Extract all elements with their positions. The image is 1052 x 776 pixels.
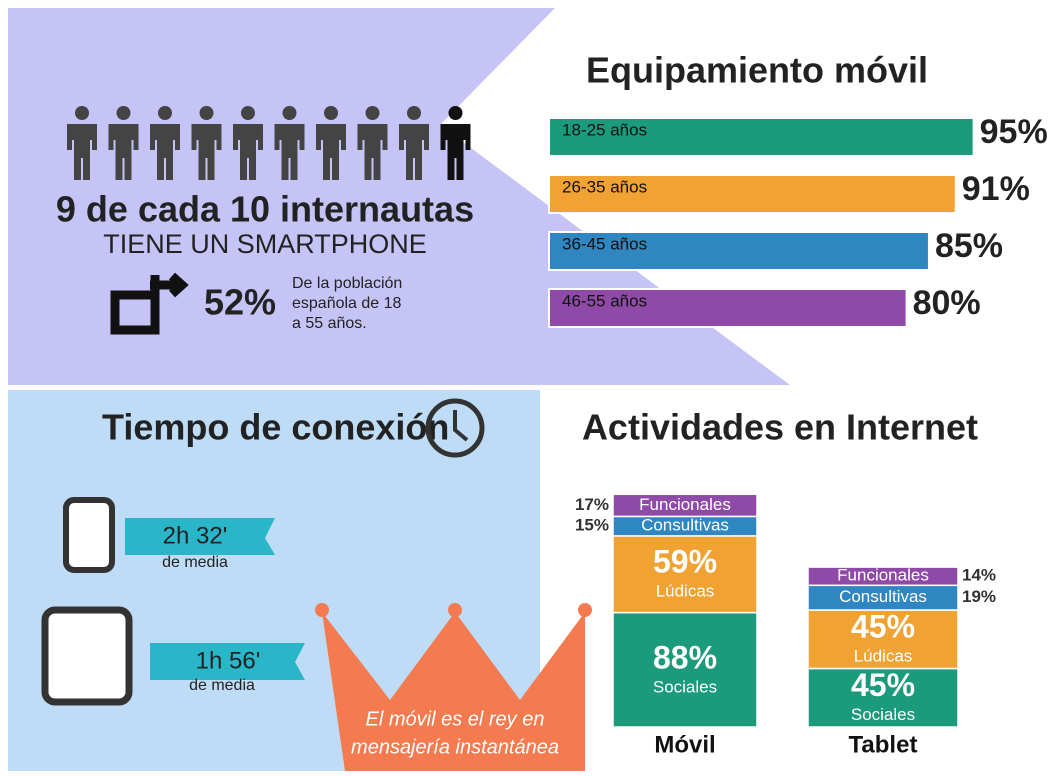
infographic: 9 de cada 10 internautas TIENE UN SMARTP…: [0, 0, 1052, 771]
time-label: de media: [162, 554, 228, 571]
value-label: 15%: [575, 516, 609, 535]
person-head: [158, 106, 172, 120]
value-label: 80%: [913, 284, 981, 322]
person-head: [407, 106, 421, 120]
subline: TIENE UN SMARTPHONE: [103, 229, 427, 259]
phone-icon: [66, 500, 112, 570]
crown-text: mensajería instantánea: [351, 736, 559, 758]
value-label: 88%: [653, 639, 717, 675]
time-label: de media: [189, 677, 255, 694]
value-label: 45%: [851, 667, 915, 703]
segment-name: Sociales: [851, 705, 915, 724]
share: 52%: [204, 282, 276, 323]
value-label: 17%: [575, 495, 609, 514]
x-tick-label: Tablet: [849, 731, 918, 758]
value-label: 59%: [653, 544, 717, 580]
person-head: [117, 106, 131, 120]
crown-dot: [315, 603, 329, 617]
segment-name: Sociales: [653, 677, 717, 696]
person-head: [324, 106, 338, 120]
person-head: [283, 106, 297, 120]
x-tick-label: Móvil: [654, 731, 715, 758]
chart-title: Equipamiento móvil: [586, 50, 928, 91]
value-label: 45%: [851, 609, 915, 645]
note: De la población: [292, 275, 402, 292]
chart-title: Actividades en Internet: [582, 407, 978, 448]
time-value: 1h 56': [196, 647, 261, 674]
person-head: [241, 106, 255, 120]
tablet-icon: [45, 610, 129, 702]
segment-name: Lúdicas: [656, 582, 715, 601]
segment-name: Funcionales: [837, 566, 929, 585]
bar-label: 26-35 años: [562, 177, 647, 196]
time-value: 2h 32': [163, 522, 228, 549]
note: a 55 años.: [292, 315, 367, 332]
crown-dot: [578, 603, 592, 617]
crown-dot: [448, 603, 462, 617]
segment-name: Funcionales: [639, 495, 731, 514]
value-label: 91%: [962, 170, 1030, 208]
value-label: 14%: [962, 566, 996, 585]
person-head: [449, 106, 463, 120]
section-title: Tiempo de conexión: [102, 407, 449, 448]
segment-name: Consultivas: [641, 516, 729, 535]
value-label: 85%: [935, 227, 1003, 265]
segment-name: Consultivas: [839, 587, 927, 606]
segment-name: Lúdicas: [854, 647, 913, 666]
person-head: [366, 106, 380, 120]
value-label: 95%: [980, 113, 1048, 151]
bar-label: 18-25 años: [562, 120, 647, 139]
value-label: 19%: [962, 587, 996, 606]
note: española de 18: [292, 295, 402, 312]
crown-text: El móvil es el rey en: [366, 708, 545, 730]
person-head: [200, 106, 214, 120]
bar-label: 46-55 años: [562, 291, 647, 310]
person-head: [75, 106, 89, 120]
bar-label: 36-45 años: [562, 234, 647, 253]
headline: 9 de cada 10 internautas: [56, 189, 474, 230]
